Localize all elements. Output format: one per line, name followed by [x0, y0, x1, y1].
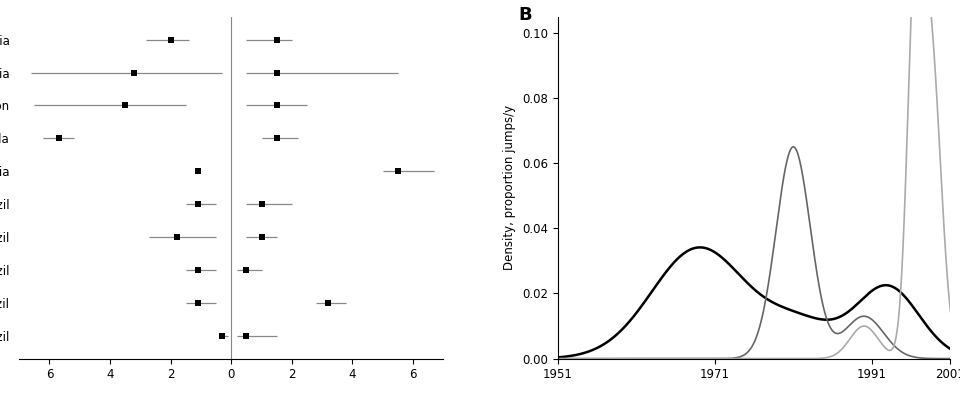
Y-axis label: Density, proportion jumps/y: Density, proportion jumps/y — [503, 105, 516, 270]
Text: B: B — [518, 6, 532, 25]
